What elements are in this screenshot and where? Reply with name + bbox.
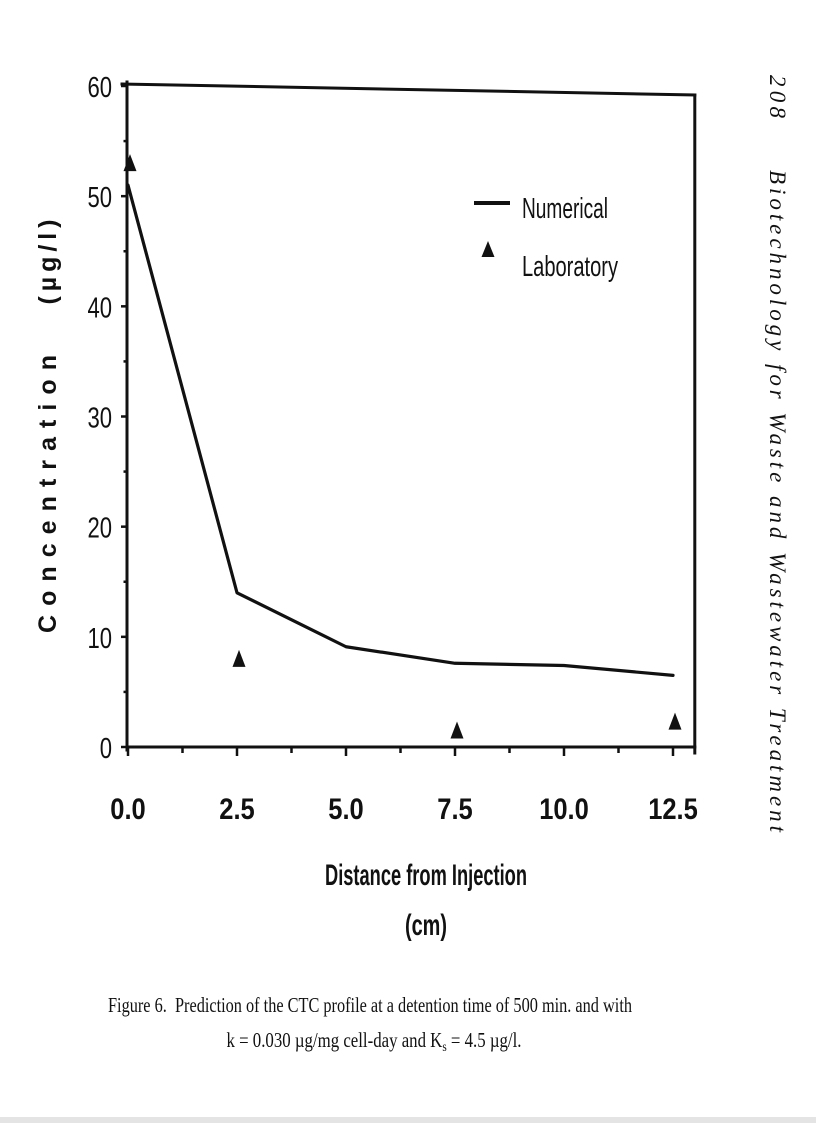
x-tick-label: 0.0 bbox=[110, 792, 145, 825]
y-tick-label: 0 bbox=[100, 733, 112, 765]
x-axis-title: Distance from Injection bbox=[325, 859, 527, 892]
legend-triangle-symbol bbox=[481, 241, 495, 257]
y-axis-title: Concentration bbox=[34, 355, 62, 633]
x-tick-label: 10.0 bbox=[539, 792, 589, 825]
x-axis-unit: (cm) bbox=[405, 909, 447, 942]
caption-line-2-end: = 4.5 µg/l. bbox=[447, 1028, 522, 1052]
y-tick-label: 30 bbox=[87, 403, 112, 435]
legend-label-laboratory: Laboratory bbox=[522, 251, 618, 283]
plot-frame-top bbox=[120, 82, 697, 97]
chart-axes bbox=[120, 80, 697, 756]
x-tick-label: 7.5 bbox=[437, 792, 472, 825]
y-tick-label: 40 bbox=[87, 293, 112, 325]
y-tick-label: 20 bbox=[87, 513, 112, 545]
series-numerical-line bbox=[126, 183, 675, 677]
scan-bottom-edge bbox=[0, 1117, 816, 1123]
x-tick-label: 2.5 bbox=[219, 792, 254, 825]
series-laboratory-marker bbox=[123, 154, 137, 172]
running-header-page-number: 208 bbox=[765, 75, 790, 119]
x-tick-label: 5.0 bbox=[328, 792, 363, 825]
y-tick-label: 50 bbox=[87, 182, 112, 214]
y-tick-label: 60 bbox=[87, 72, 112, 104]
chart-legend: Numerical Laboratory bbox=[474, 193, 618, 283]
caption-line-2-main: k = 0.030 µg/mg cell-day and K bbox=[227, 1028, 443, 1052]
figure-caption-line-2: k = 0.030 µg/mg cell-day and Ks = 4.5 µg… bbox=[227, 1028, 522, 1055]
chart-tick-labels: 0 10 20 30 40 50 60 0.0 2.5 5.0 7.5 10.0 12.5 bbox=[87, 72, 697, 825]
y-axis-unit: (µg/l) bbox=[34, 220, 62, 305]
caption-subscript: s bbox=[442, 1040, 446, 1055]
series-laboratory-marker bbox=[450, 721, 464, 739]
chart-series bbox=[123, 154, 682, 739]
x-tick-label: 12.5 bbox=[648, 792, 698, 825]
y-tick-label: 10 bbox=[87, 623, 112, 655]
series-laboratory-marker bbox=[668, 712, 682, 730]
figure-caption-line-1: Figure 6. Prediction of the CTC profile … bbox=[108, 993, 632, 1017]
legend-label-numerical: Numerical bbox=[522, 193, 608, 225]
running-header-title: Biotechnology for Waste and Wastewater T… bbox=[765, 170, 790, 833]
series-laboratory-marker bbox=[232, 649, 246, 667]
